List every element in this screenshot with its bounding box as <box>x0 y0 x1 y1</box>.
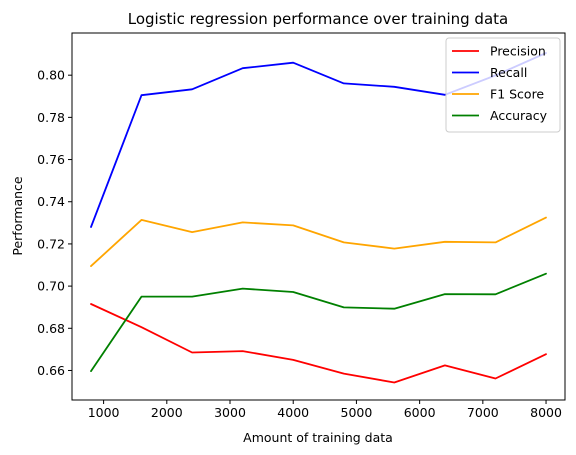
legend-label: Recall <box>490 65 527 80</box>
legend: Precision Recall F1 Score Accuracy <box>445 37 561 133</box>
y-tick-label: 0.66 <box>37 363 65 378</box>
x-axis-label: Amount of training data <box>243 430 393 445</box>
y-tick-label: 0.80 <box>37 68 65 83</box>
x-tick-label: 1000 <box>88 405 120 420</box>
plot-frame <box>71 32 566 401</box>
y-tick-label: 0.76 <box>37 152 65 167</box>
x-axis-ticks: 1000 2000 3000 4000 5000 6000 7000 8000 <box>88 400 562 420</box>
y-tick-label: 0.68 <box>37 321 65 336</box>
y-axis-label: Performance <box>10 176 25 256</box>
x-tick-label: 3000 <box>214 405 246 420</box>
legend-box <box>445 37 561 133</box>
x-tick-label: 7000 <box>467 405 499 420</box>
y-tick-label: 0.78 <box>37 110 65 125</box>
series-line-f1-score <box>90 216 547 268</box>
legend-label: F1 Score <box>490 87 544 102</box>
y-tick-label: 0.70 <box>37 279 65 294</box>
y-axis-ticks: 0.66 0.68 0.70 0.72 0.74 0.76 0.78 0.80 <box>37 68 72 378</box>
x-tick-label: 4000 <box>277 405 309 420</box>
x-tick-label: 2000 <box>151 405 183 420</box>
x-tick-label: 8000 <box>530 405 562 420</box>
y-tick-label: 0.74 <box>37 194 65 209</box>
y-tick-label: 0.72 <box>37 236 65 251</box>
series-line-accuracy <box>90 272 547 373</box>
legend-label: Precision <box>490 44 546 59</box>
legend-label: Accuracy <box>490 108 548 123</box>
series-line-precision <box>90 303 547 384</box>
chart-title: Logistic regression performance over tra… <box>128 10 508 28</box>
x-tick-label: 5000 <box>341 405 373 420</box>
x-tick-label: 6000 <box>404 405 436 420</box>
